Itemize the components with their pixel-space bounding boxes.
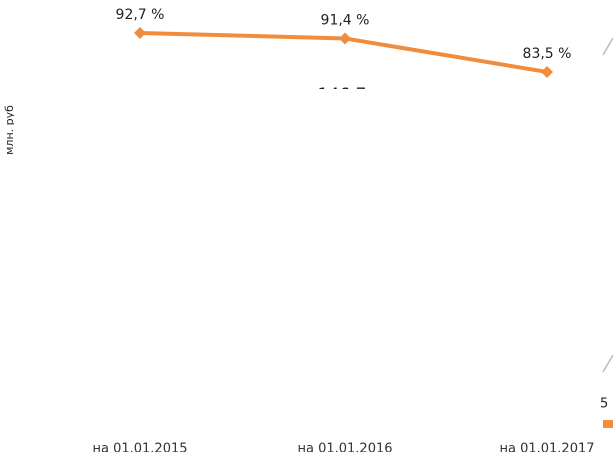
- decor-line: [602, 37, 613, 56]
- point-marker: [134, 26, 146, 39]
- x-tick-label: на 01.01.2017: [499, 442, 594, 457]
- legend-marker: [603, 420, 613, 428]
- y-label-group: млн. руб: [3, 105, 16, 155]
- value-label: 83,5 %: [523, 46, 572, 62]
- x-axis: на 01.01.2015 на 01.01.2016 на 01.01.2017: [92, 442, 594, 457]
- annotation: 146,7: [318, 85, 367, 105]
- x-tick-label: на 01.01.2016: [297, 442, 392, 457]
- y-axis-label: млн. руб: [3, 105, 16, 155]
- annotation: 5: [600, 397, 608, 412]
- x-tick-label: на 01.01.2015: [92, 442, 187, 457]
- clipped-labels: 146,7 148,7: [318, 85, 552, 107]
- value-label: 92,7 %: [116, 7, 165, 23]
- decor-line: [602, 354, 613, 373]
- point-marker: [339, 32, 351, 45]
- annotation: 148,7: [503, 87, 552, 107]
- value-label: 91,4 %: [321, 12, 370, 28]
- point-marker: [541, 65, 553, 78]
